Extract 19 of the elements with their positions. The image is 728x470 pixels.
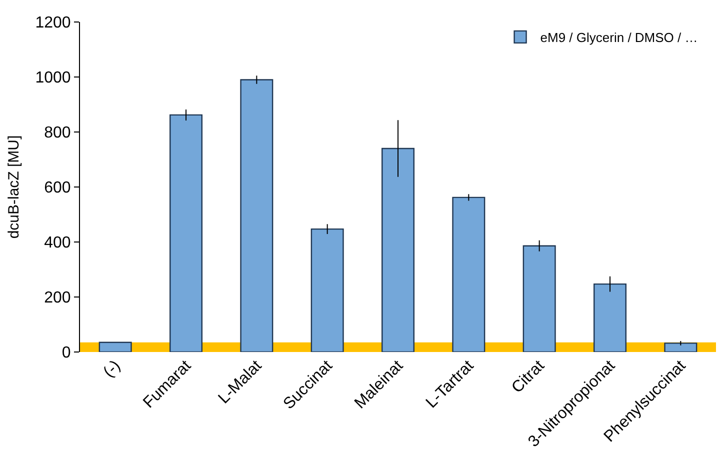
y-tick-label: 800 [44,124,71,142]
x-tick-label: (-) [100,357,124,381]
y-tick-label: 1000 [35,70,71,87]
y-tick-label: 1200 [35,14,71,32]
y-tick-label: 400 [44,234,71,252]
bar [452,196,486,352]
legend-label: eM9 / Glycerin / DMSO / … [540,30,698,46]
bar [664,342,698,352]
bar [98,342,132,352]
bar [382,148,414,352]
y-tick-label: 200 [44,290,71,307]
bar [170,114,202,352]
y-tick-label: 0 [62,344,71,362]
y-tick-label: 600 [44,180,71,197]
bar [240,79,274,352]
y-axis-title: dcuB-lacZ [MU] [5,135,22,239]
bar [310,228,344,352]
bar [522,245,556,352]
bar [594,283,626,352]
